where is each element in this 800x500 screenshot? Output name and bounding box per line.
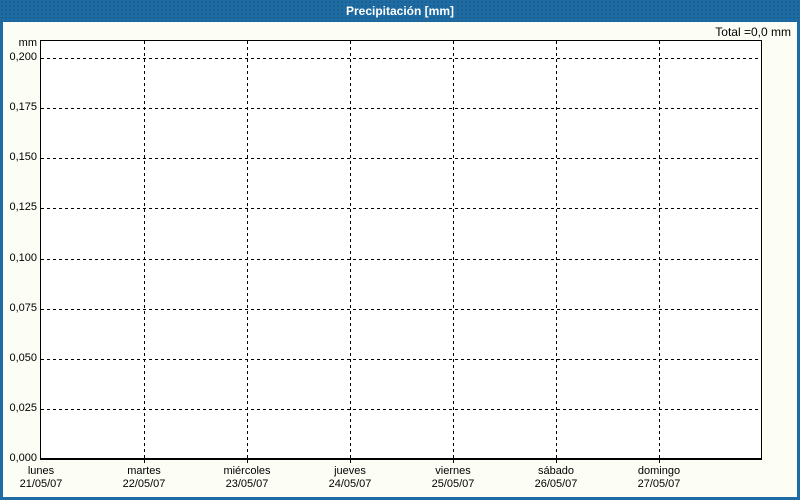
- day-name: domingo: [637, 465, 681, 477]
- gridline-horizontal: [41, 58, 761, 59]
- gridline-vertical: [350, 41, 351, 458]
- total-precipitation-label: Total =0,0 mm: [715, 25, 791, 39]
- x-axis-tick: [144, 460, 145, 465]
- x-day-label: sábado 26/05/07: [511, 465, 601, 491]
- plot-area: [40, 40, 762, 460]
- y-tick-label: 0,050: [9, 352, 37, 364]
- day-name: jueves: [334, 465, 366, 477]
- x-day-label: domingo 27/05/07: [614, 465, 704, 491]
- day-date: 21/05/07: [19, 478, 63, 490]
- x-axis-tick: [453, 460, 454, 465]
- day-date: 22/05/07: [122, 478, 166, 490]
- day-date: 25/05/07: [431, 478, 475, 490]
- gridline-horizontal: [41, 108, 761, 109]
- x-axis-tick: [247, 460, 248, 465]
- y-tick-label: 0,150: [9, 151, 37, 163]
- y-tick-label: 0,175: [9, 101, 37, 113]
- gridline-vertical: [144, 41, 145, 458]
- x-axis-tick: [350, 460, 351, 465]
- x-day-label: jueves 24/05/07: [305, 465, 395, 491]
- gridline-vertical: [453, 41, 454, 458]
- x-day-label: miércoles 23/05/07: [202, 465, 292, 491]
- y-tick-label: 0,025: [9, 402, 37, 414]
- gridline-horizontal: [41, 409, 761, 410]
- day-date: 26/05/07: [534, 478, 578, 490]
- x-day-label: viernes 25/05/07: [408, 465, 498, 491]
- x-axis-tick: [659, 460, 660, 465]
- day-date: 23/05/07: [225, 478, 269, 490]
- chart-content-area: Total =0,0 mm mm 0,200 0,175 0,150 0,125…: [3, 22, 797, 497]
- gridline-horizontal: [41, 259, 761, 260]
- x-day-label: lunes 21/05/07: [0, 465, 86, 491]
- day-name: lunes: [27, 465, 55, 477]
- x-axis-tick: [556, 460, 557, 465]
- gridline-vertical: [659, 41, 660, 458]
- x-day-label: martes 22/05/07: [99, 465, 189, 491]
- chart-title-bar: Precipitación [mm]: [0, 0, 800, 22]
- gridline-vertical: [247, 41, 248, 458]
- y-tick-label: 0,200: [9, 51, 37, 63]
- day-name: miércoles: [223, 465, 271, 477]
- chart-title: Precipitación [mm]: [345, 4, 455, 18]
- y-axis-unit-label: mm: [18, 37, 37, 49]
- y-tick-label: 0,075: [9, 302, 37, 314]
- y-tick-label: 0,000: [9, 452, 37, 464]
- gridline-horizontal: [41, 309, 761, 310]
- gridline-horizontal: [41, 158, 761, 159]
- y-tick-label: 0,100: [9, 252, 37, 264]
- gridline-vertical: [556, 41, 557, 458]
- day-name: martes: [127, 465, 161, 477]
- day-date: 27/05/07: [637, 478, 681, 490]
- y-tick-label: 0,125: [9, 201, 37, 213]
- day-date: 24/05/07: [328, 478, 372, 490]
- day-name: sábado: [537, 465, 575, 477]
- gridline-horizontal: [41, 359, 761, 360]
- gridline-horizontal: [41, 208, 761, 209]
- day-name: viernes: [435, 465, 471, 477]
